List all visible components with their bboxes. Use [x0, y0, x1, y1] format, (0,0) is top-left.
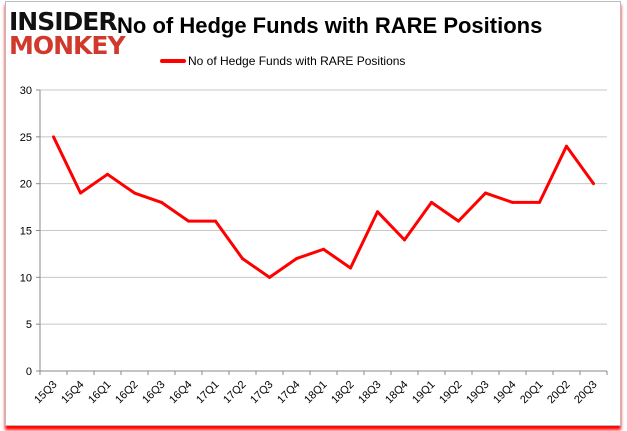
logo-line2: MONKEY	[9, 31, 126, 60]
x-tick-label: 17Q3	[248, 379, 276, 407]
y-tick-label: 20	[20, 179, 32, 191]
legend-label: No of Hedge Funds with RARE Positions	[188, 54, 406, 68]
data-point	[133, 191, 136, 195]
x-tick-label: 15Q3	[32, 379, 60, 407]
data-point	[592, 182, 595, 186]
x-tick-label: 20Q1	[518, 379, 546, 407]
data-point	[565, 144, 568, 148]
x-tick-label: 16Q2	[113, 379, 141, 407]
y-tick-label: 10	[20, 272, 32, 284]
data-point	[511, 200, 514, 204]
x-tick-label: 17Q4	[275, 379, 303, 407]
x-tick-label: 16Q4	[167, 379, 195, 407]
chart-frame	[5, 1, 621, 426]
data-point	[106, 172, 109, 176]
x-tick-label: 15Q4	[59, 379, 87, 407]
data-point	[214, 219, 217, 223]
x-tick-label: 16Q3	[140, 379, 168, 407]
y-tick-label: 30	[20, 85, 32, 97]
data-point	[457, 219, 460, 223]
y-tick-label: 5	[26, 319, 32, 331]
x-tick-label: 19Q1	[410, 379, 438, 407]
data-point	[79, 191, 82, 195]
x-tick-label: 18Q2	[329, 379, 357, 407]
data-point	[160, 200, 163, 204]
x-tick-label: 20Q2	[545, 379, 573, 407]
x-tick-label: 16Q1	[86, 379, 114, 407]
data-point	[322, 247, 325, 251]
legend-swatch	[160, 59, 186, 63]
data-point	[484, 191, 487, 195]
x-tick-label: 18Q4	[383, 379, 411, 407]
x-tick-label: 17Q2	[221, 379, 249, 407]
data-point	[295, 257, 298, 261]
data-point	[349, 266, 352, 270]
x-tick-label: 19Q3	[464, 379, 492, 407]
data-point	[403, 238, 406, 242]
chart-title: No of Hedge Funds with RARE Positions	[117, 13, 543, 38]
data-point	[52, 135, 55, 139]
x-tick-label: 20Q3	[572, 379, 600, 407]
legend: No of Hedge Funds with RARE Positions	[160, 54, 405, 68]
data-point	[430, 200, 433, 204]
x-tick-label: 19Q2	[437, 379, 465, 407]
data-point	[241, 257, 244, 261]
x-tick-label: 18Q3	[356, 379, 384, 407]
series-line	[52, 136, 595, 279]
y-tick-label: 25	[20, 132, 32, 144]
y-tick-label: 0	[26, 366, 32, 378]
data-point	[268, 275, 271, 279]
data-point	[538, 200, 541, 204]
x-tick-label: 19Q4	[491, 379, 519, 407]
data-point	[376, 210, 379, 214]
x-tick-label: 18Q1	[302, 379, 330, 407]
logo-line1: INSIDER	[9, 7, 118, 36]
data-point	[187, 219, 190, 223]
y-tick-label: 15	[20, 226, 32, 238]
x-tick-label: 17Q1	[194, 379, 222, 407]
